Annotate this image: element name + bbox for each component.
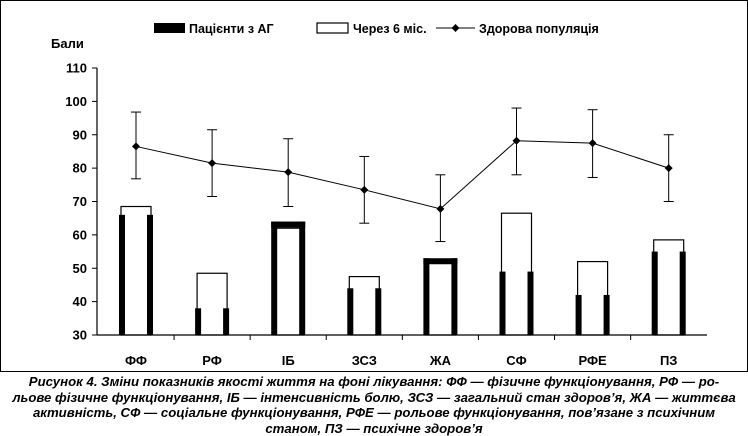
y-tick-label: 90 — [73, 127, 87, 142]
line-point-diamond — [589, 139, 597, 147]
caption-line-4: станом, ПЗ — психічне здоров’я — [6, 421, 742, 436]
x-tick-label: ЖА — [429, 353, 452, 368]
bar-hollow — [197, 273, 227, 335]
bar-filled-top — [271, 222, 305, 228]
y-tick-label: 50 — [73, 261, 87, 276]
bar-filled-right-wall — [223, 308, 229, 335]
x-tick-label: ІБ — [282, 353, 295, 368]
bar-filled-right-wall — [528, 272, 534, 335]
bar-filled-left-wall — [271, 222, 277, 335]
bar-hollow — [502, 213, 532, 335]
legend-swatch-filled — [154, 23, 185, 33]
bar-filled-right-wall — [451, 258, 457, 335]
caption-line-2: льове фізичне функціонування, ІБ — інтен… — [6, 390, 742, 406]
bar-filled-left-wall — [500, 272, 506, 335]
bar-hollow — [578, 262, 608, 335]
legend-label-hollow: Через 6 міс. — [353, 22, 427, 36]
y-tick-label: 110 — [66, 61, 87, 76]
line-series-path — [136, 141, 669, 209]
legend-label-line: Здорова популяція — [479, 22, 599, 36]
chart-frame: Пацієнти з АГ Через 6 міс. Здорова популяц… — [0, 0, 748, 372]
y-tick-label: 100 — [65, 94, 87, 109]
bar-hollow — [425, 262, 455, 335]
bar-filled-top — [423, 258, 457, 264]
y-tick-label: 60 — [73, 227, 87, 242]
bar-filled-right-wall — [375, 288, 381, 335]
y-tick-label: 70 — [73, 194, 87, 209]
x-tick-label: ПЗ — [660, 353, 678, 368]
x-tick-label: РФЕ — [578, 353, 607, 368]
y-tick-label: 30 — [73, 328, 87, 343]
bar-filled-left-wall — [347, 288, 353, 335]
legend-swatch-hollow — [317, 23, 348, 33]
line-point-diamond — [208, 159, 216, 167]
legend-diamond-marker — [452, 24, 460, 32]
line-point-diamond — [665, 164, 673, 172]
bar-hollow — [121, 207, 151, 335]
y-tick-label: 80 — [73, 161, 87, 176]
x-tick-label: ЗСЗ — [352, 353, 377, 368]
caption-line-1: Рисунок 4. Зміни показників якості життя… — [6, 374, 742, 390]
caption-line-3: активність, СФ — соціальне функціонуванн… — [6, 405, 742, 421]
bar-filled-left-wall — [652, 252, 658, 335]
legend-label-filled: Пацієнти з АГ — [189, 22, 274, 36]
bar-hollow — [349, 277, 379, 335]
line-point-diamond — [360, 186, 368, 194]
bar-filled-right-wall — [299, 222, 305, 335]
bar-filled-left-wall — [423, 258, 429, 335]
chart: Пацієнти з АГ Через 6 міс. Здорова популяц… — [1, 1, 748, 373]
y-tick-label: 40 — [73, 294, 87, 309]
bar-filled-left-wall — [576, 295, 582, 335]
bar-filled-left-wall — [195, 308, 201, 335]
line-point-diamond — [284, 168, 292, 176]
figure-caption: Рисунок 4. Зміни показників якості життя… — [6, 374, 742, 436]
line-point-diamond — [132, 142, 140, 150]
bar-filled-right-wall — [680, 252, 686, 335]
bar-filled-right-wall — [147, 215, 153, 335]
bar-filled-left-wall — [119, 215, 125, 335]
bar-filled-right-wall — [604, 295, 610, 335]
bar-hollow — [654, 240, 684, 335]
x-tick-label: РФ — [202, 353, 222, 368]
x-tick-label: СФ — [506, 353, 526, 368]
x-tick-label: ФФ — [125, 353, 147, 368]
bar-hollow — [273, 228, 303, 335]
y-axis-label: Бали — [51, 36, 84, 51]
